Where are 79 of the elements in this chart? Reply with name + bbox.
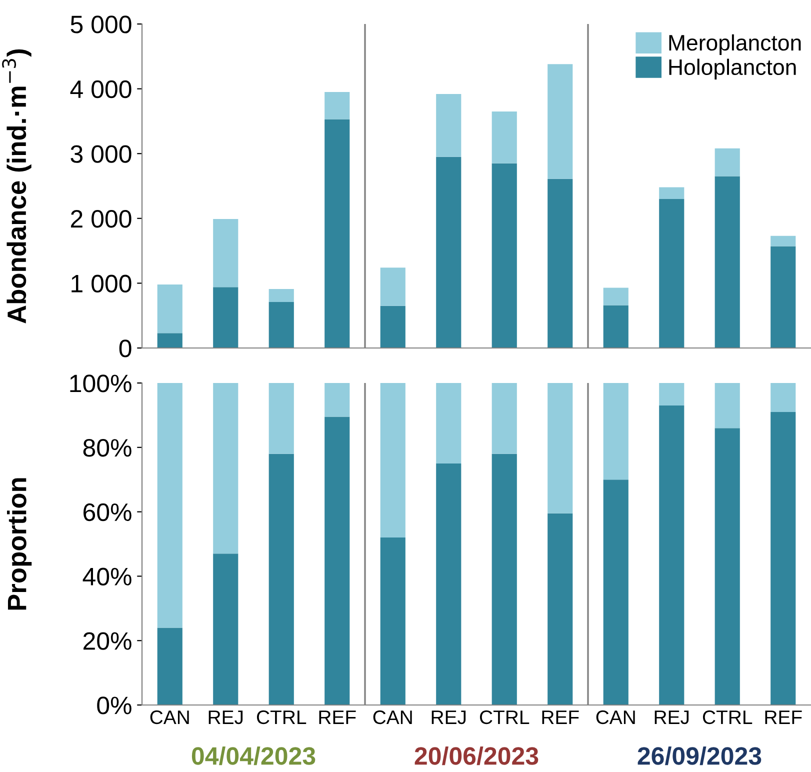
bar (603, 288, 628, 306)
bar (436, 464, 462, 705)
bar (770, 236, 796, 246)
y-tick-label: 0 (119, 340, 132, 358)
bar (324, 119, 350, 348)
bar (213, 383, 238, 554)
x-tick-label: CAN (373, 710, 412, 724)
bar (157, 284, 182, 334)
y-tick-label: 40% (82, 568, 132, 586)
x-tick-label: CTRL (702, 710, 752, 724)
bar (492, 163, 517, 348)
legend-label: Meroplancton (669, 34, 801, 56)
bar (548, 178, 573, 348)
bar (268, 383, 294, 454)
bar (548, 513, 573, 705)
bar (157, 333, 182, 348)
x-tick-label: REJ (432, 710, 466, 724)
y-tick-label: 3 000 (70, 145, 132, 163)
y-tick-label: 100% (70, 374, 132, 392)
bar (770, 246, 796, 348)
y-tick-label: 0% (97, 696, 132, 714)
legend-label: Holoplancton (669, 58, 796, 80)
bar (380, 268, 406, 306)
y-tick-label: 1 000 (72, 274, 132, 293)
bar (492, 383, 517, 454)
y-tick-label: 5 000 (70, 16, 132, 34)
x-tick-label: CAN (596, 710, 635, 724)
y-tick-label: 4 000 (70, 80, 132, 98)
y-tick-label: 80% (83, 439, 132, 457)
bar (213, 219, 238, 288)
x-tick-label: CTRL (256, 710, 306, 724)
text: 26/09/2023 (638, 746, 762, 766)
x-tick-label: REF (319, 710, 356, 724)
bar (436, 383, 462, 464)
bar (436, 156, 462, 348)
bar (268, 302, 294, 348)
bar (659, 383, 684, 406)
x-tick-label: REF (765, 710, 802, 724)
x-tick-label: CTRL (480, 710, 530, 724)
bar (324, 92, 350, 120)
bar (659, 187, 684, 199)
y-tick-label: 2 000 (70, 210, 132, 228)
y-tick-label: 20% (84, 632, 132, 650)
bar (213, 287, 238, 348)
y-tick-label: 60% (84, 503, 132, 522)
x-tick-label: REF (542, 710, 579, 724)
bar (770, 383, 796, 412)
bar (659, 198, 684, 348)
bar (659, 406, 684, 705)
bar (324, 416, 350, 705)
bar (603, 480, 628, 705)
bar (157, 628, 182, 705)
x-tick-label: REJ (654, 710, 689, 724)
bar (268, 454, 294, 705)
bar (268, 289, 294, 302)
x-tick-label: REJ (208, 710, 243, 724)
bar (213, 554, 238, 705)
bar (324, 383, 350, 417)
bar (548, 64, 573, 179)
bar (548, 383, 573, 514)
y-axis-title: Proportion (7, 478, 32, 610)
bar (436, 94, 462, 157)
bar (714, 383, 740, 428)
bar (157, 383, 182, 628)
bar (380, 538, 406, 705)
bar (603, 383, 628, 480)
text: 04/04/2023 (192, 746, 316, 766)
x-tick-label: CAN (150, 710, 189, 724)
bar (603, 305, 628, 348)
bar (380, 383, 406, 538)
bar (492, 454, 517, 705)
bar (770, 412, 796, 705)
bar (714, 428, 740, 705)
bar (380, 306, 406, 348)
bar (714, 176, 740, 348)
y-axis-title: Abondance (ind.·m$^{−3}$) (2, 49, 32, 324)
bar (492, 111, 517, 164)
text: 20/06/2023 (414, 746, 538, 766)
bar (714, 148, 740, 176)
